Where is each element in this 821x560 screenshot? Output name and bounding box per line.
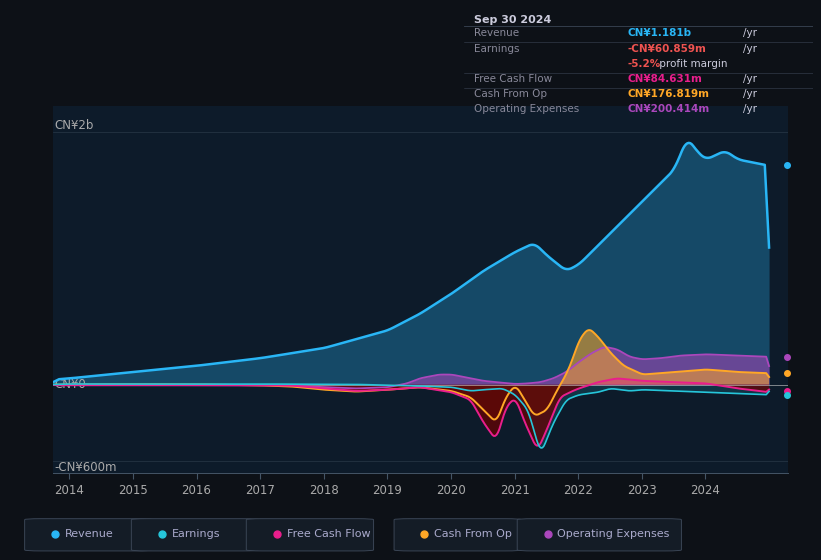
Text: -5.2%: -5.2% [628, 59, 661, 69]
Text: Earnings: Earnings [475, 44, 520, 54]
Text: Operating Expenses: Operating Expenses [557, 529, 670, 539]
Text: -CN¥60.859m: -CN¥60.859m [628, 44, 707, 54]
Text: CN¥2b: CN¥2b [55, 119, 94, 132]
Text: /yr: /yr [743, 44, 757, 54]
Text: /yr: /yr [743, 74, 757, 84]
Text: CN¥200.414m: CN¥200.414m [628, 104, 710, 114]
Text: Free Cash Flow: Free Cash Flow [475, 74, 553, 84]
FancyBboxPatch shape [517, 519, 681, 551]
Text: Operating Expenses: Operating Expenses [475, 104, 580, 114]
Text: Revenue: Revenue [475, 28, 520, 38]
Text: /yr: /yr [743, 89, 757, 99]
Text: Earnings: Earnings [172, 529, 220, 539]
Text: /yr: /yr [743, 104, 757, 114]
FancyBboxPatch shape [246, 519, 374, 551]
Text: Sep 30 2024: Sep 30 2024 [475, 15, 552, 25]
Text: CN¥84.631m: CN¥84.631m [628, 74, 703, 84]
FancyBboxPatch shape [394, 519, 521, 551]
Text: Cash From Op: Cash From Op [434, 529, 512, 539]
Text: Free Cash Flow: Free Cash Flow [287, 529, 370, 539]
FancyBboxPatch shape [25, 519, 152, 551]
Text: Cash From Op: Cash From Op [475, 89, 548, 99]
Text: CN¥176.819m: CN¥176.819m [628, 89, 710, 99]
Text: -CN¥600m: -CN¥600m [55, 460, 117, 474]
Text: profit margin: profit margin [656, 59, 727, 69]
Text: Revenue: Revenue [65, 529, 113, 539]
FancyBboxPatch shape [131, 519, 259, 551]
Text: /yr: /yr [743, 28, 757, 38]
Text: CN¥1.181b: CN¥1.181b [628, 28, 692, 38]
Text: CN¥0: CN¥0 [55, 378, 86, 391]
